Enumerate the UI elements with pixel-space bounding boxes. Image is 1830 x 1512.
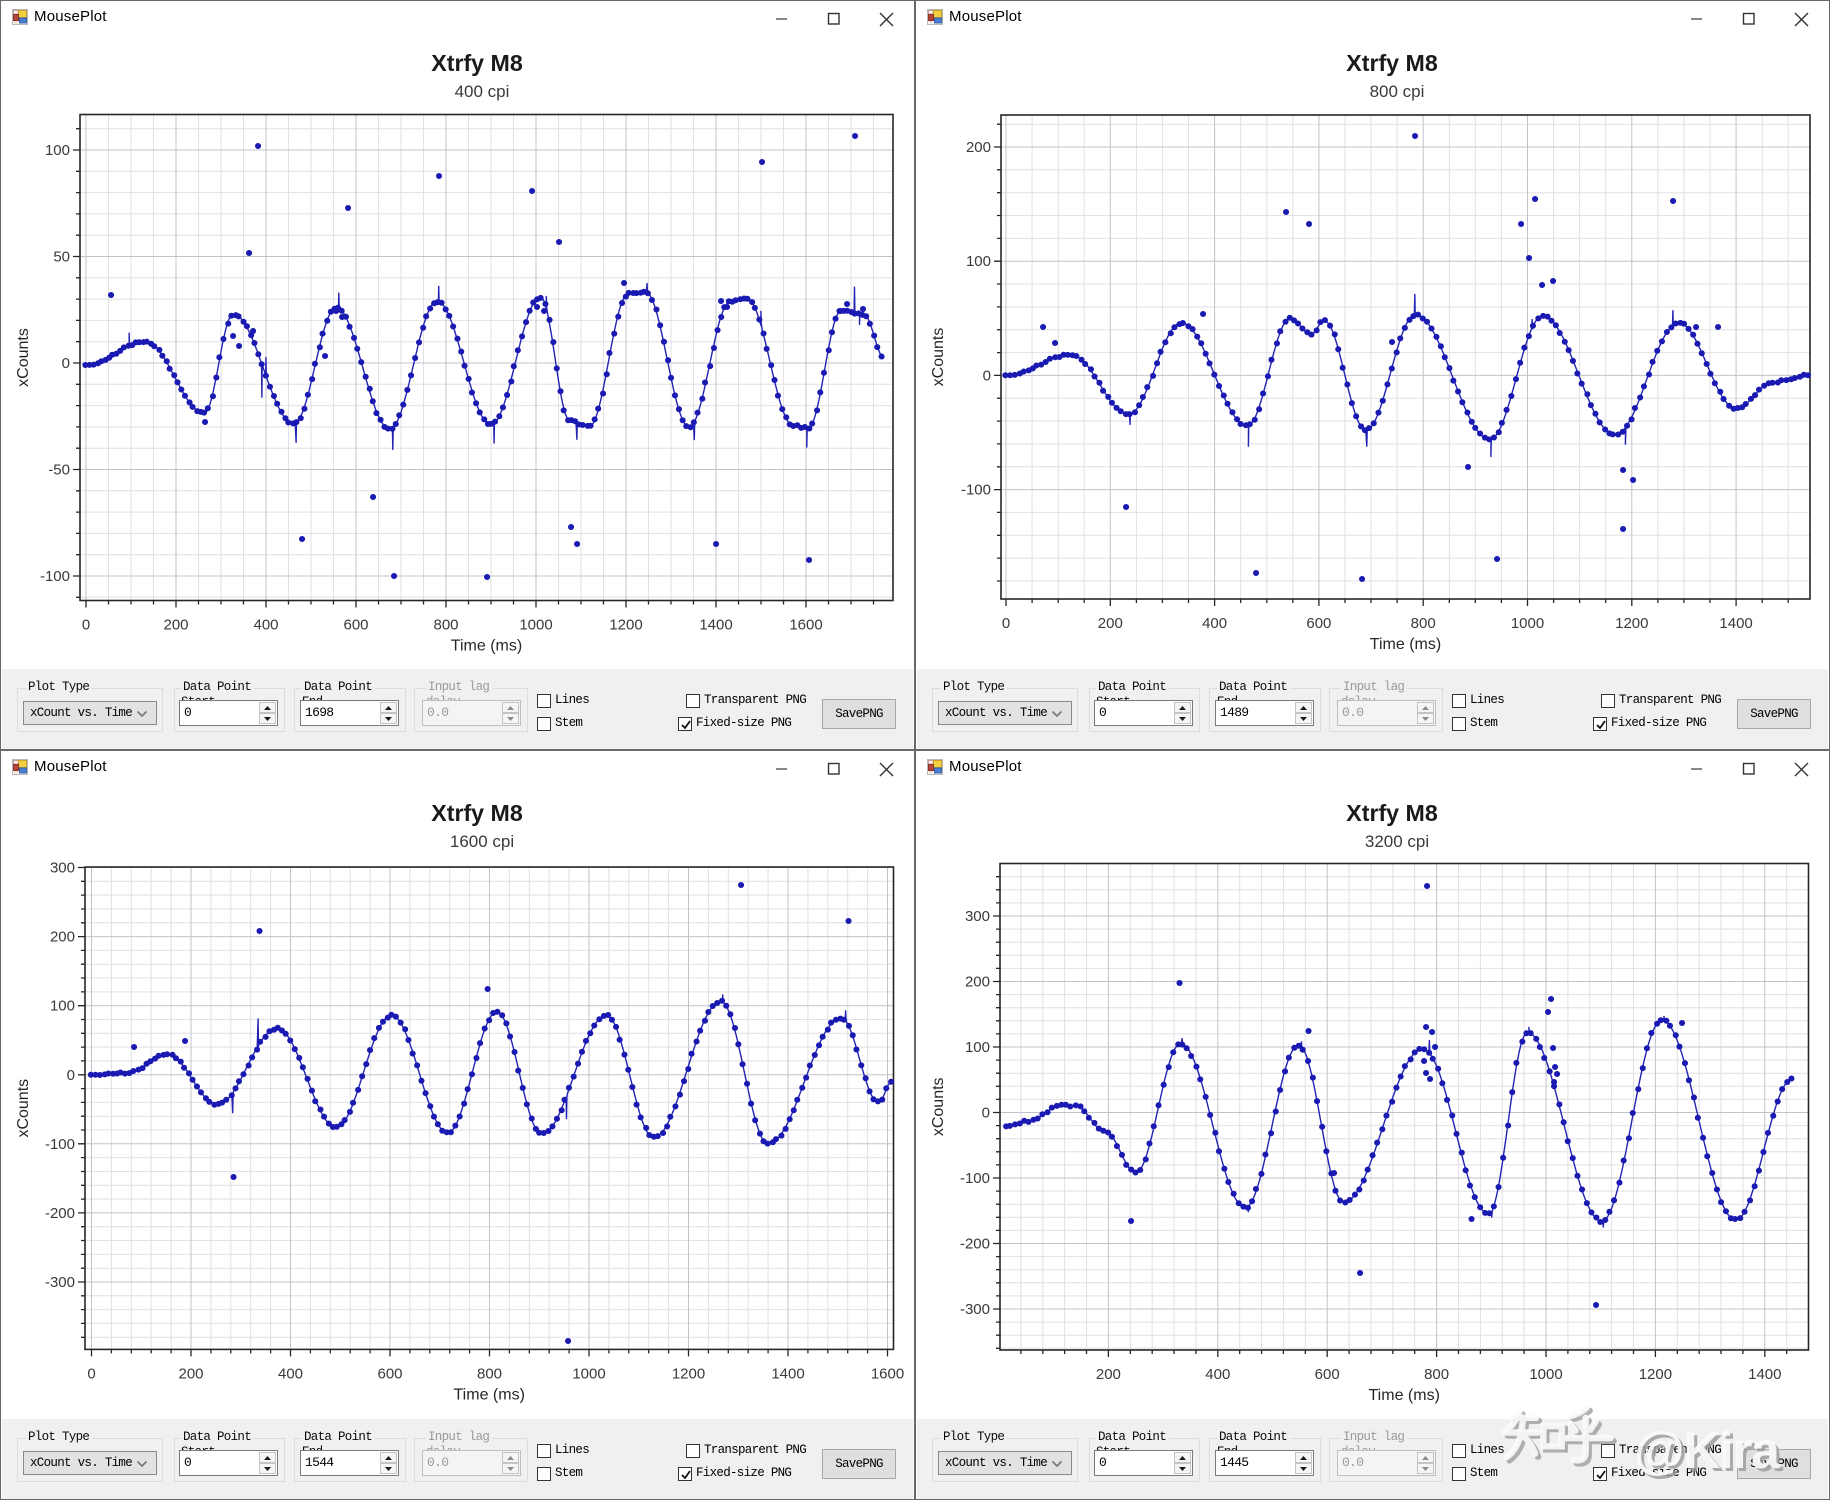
svg-text:1400: 1400 — [1748, 1366, 1781, 1383]
svg-text:Time (ms): Time (ms) — [454, 1386, 525, 1403]
svg-text:200: 200 — [178, 1365, 203, 1382]
svg-text:300: 300 — [965, 908, 990, 925]
svg-text:600: 600 — [377, 1365, 402, 1382]
svg-text:600: 600 — [1315, 1366, 1340, 1383]
svg-text:600: 600 — [343, 617, 368, 634]
svg-text:3200 cpi: 3200 cpi — [1365, 832, 1429, 851]
svg-text:-100: -100 — [961, 482, 991, 499]
svg-text:400: 400 — [1202, 615, 1227, 632]
svg-text:1200: 1200 — [609, 617, 642, 634]
svg-text:1600 cpi: 1600 cpi — [450, 832, 514, 851]
svg-text:100: 100 — [965, 1039, 990, 1056]
svg-text:400: 400 — [278, 1365, 303, 1382]
svg-text:0: 0 — [1002, 615, 1010, 632]
svg-text:-100: -100 — [45, 1136, 75, 1153]
svg-text:-100: -100 — [40, 568, 70, 585]
svg-text:xCounts: xCounts — [15, 1079, 32, 1138]
svg-text:1000: 1000 — [572, 1365, 605, 1382]
svg-text:800: 800 — [477, 1365, 502, 1382]
svg-text:400 cpi: 400 cpi — [455, 82, 510, 101]
svg-text:1400: 1400 — [699, 617, 732, 634]
svg-text:100: 100 — [966, 253, 991, 270]
svg-text:100: 100 — [45, 142, 70, 159]
svg-text:800: 800 — [1424, 1366, 1449, 1383]
svg-text:800: 800 — [1411, 615, 1436, 632]
svg-text:1000: 1000 — [1511, 615, 1544, 632]
svg-text:Time (ms): Time (ms) — [451, 638, 522, 655]
svg-text:800: 800 — [433, 617, 458, 634]
svg-text:200: 200 — [1096, 1366, 1121, 1383]
svg-text:-100: -100 — [960, 1170, 990, 1187]
svg-text:0: 0 — [983, 367, 991, 384]
svg-text:0: 0 — [982, 1105, 990, 1122]
svg-text:50: 50 — [53, 249, 70, 266]
svg-text:Time (ms): Time (ms) — [1370, 636, 1441, 653]
svg-text:300: 300 — [50, 860, 75, 877]
svg-text:0: 0 — [62, 355, 70, 372]
svg-text:100: 100 — [50, 998, 75, 1015]
svg-text:200: 200 — [50, 929, 75, 946]
svg-text:xCounts: xCounts — [15, 328, 32, 387]
svg-text:Xtrfy M8: Xtrfy M8 — [431, 800, 523, 826]
svg-text:200: 200 — [965, 974, 990, 991]
svg-text:-50: -50 — [48, 462, 70, 479]
svg-text:0: 0 — [82, 617, 90, 634]
svg-text:0: 0 — [67, 1067, 75, 1084]
svg-text:1000: 1000 — [519, 617, 552, 634]
svg-text:1200: 1200 — [1639, 1366, 1672, 1383]
svg-text:-300: -300 — [960, 1301, 990, 1318]
svg-text:1400: 1400 — [771, 1365, 804, 1382]
svg-text:1000: 1000 — [1529, 1366, 1562, 1383]
svg-text:Xtrfy M8: Xtrfy M8 — [1346, 50, 1438, 76]
svg-text:-300: -300 — [45, 1274, 75, 1291]
svg-text:400: 400 — [253, 617, 278, 634]
svg-text:1200: 1200 — [672, 1365, 705, 1382]
svg-text:800 cpi: 800 cpi — [1370, 82, 1425, 101]
svg-text:0: 0 — [87, 1365, 95, 1382]
svg-text:600: 600 — [1306, 615, 1331, 632]
svg-text:xCounts: xCounts — [930, 328, 947, 387]
svg-text:-200: -200 — [960, 1236, 990, 1253]
svg-text:1600: 1600 — [871, 1365, 904, 1382]
svg-text:xCounts: xCounts — [930, 1077, 947, 1136]
svg-text:-200: -200 — [45, 1205, 75, 1222]
svg-text:Xtrfy M8: Xtrfy M8 — [1346, 800, 1438, 826]
svg-text:Time (ms): Time (ms) — [1369, 1387, 1440, 1404]
svg-text:1600: 1600 — [789, 617, 822, 634]
svg-text:Xtrfy M8: Xtrfy M8 — [431, 50, 523, 76]
svg-text:400: 400 — [1205, 1366, 1230, 1383]
svg-text:1200: 1200 — [1615, 615, 1648, 632]
svg-text:200: 200 — [163, 617, 188, 634]
svg-text:200: 200 — [1098, 615, 1123, 632]
svg-text:200: 200 — [966, 139, 991, 156]
svg-text:1400: 1400 — [1719, 615, 1752, 632]
